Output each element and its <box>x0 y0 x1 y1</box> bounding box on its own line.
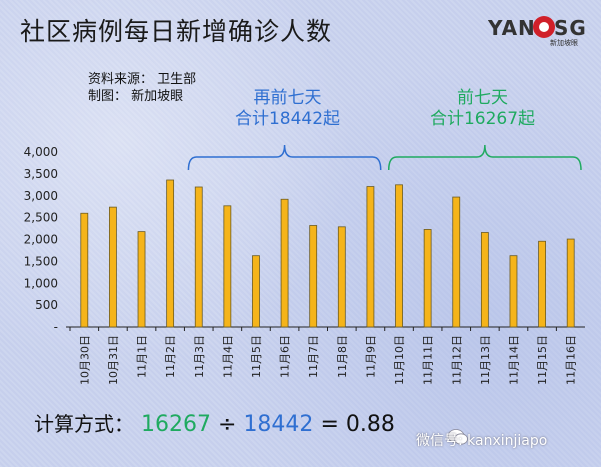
formula-numerator: 16267 <box>141 412 211 437</box>
group-label-last-week: 前七天 合计16267起 <box>405 88 560 130</box>
x-tick-label: 11月3日 <box>193 335 206 378</box>
y-tick-label: 1,500 <box>24 254 58 268</box>
x-tick-label: 10月31日 <box>107 335 120 385</box>
y-tick-label: 3,500 <box>24 167 58 181</box>
x-tick-label: 11月13日 <box>479 335 492 385</box>
bar <box>423 229 432 328</box>
logo-text-left: YAN <box>488 16 536 40</box>
y-tick-label: 500 <box>35 298 58 312</box>
brace-earlier-week <box>187 144 382 171</box>
bar <box>509 255 518 328</box>
y-tick-label: 4,000 <box>24 145 58 159</box>
x-tick-label: 11月5日 <box>250 335 263 378</box>
formula-divide: ÷ <box>218 412 237 437</box>
group-label-earlier-total: 合计18442起 <box>234 109 341 129</box>
group-label-last-total: 合计16267起 <box>429 109 536 129</box>
formula: 计算方式： 16267 ÷ 18442 = 0.88 <box>34 408 395 437</box>
bar <box>538 240 546 328</box>
x-tick-label: 11月15日 <box>536 335 549 385</box>
bar <box>223 205 232 328</box>
x-tick-label: 11月16日 <box>565 335 578 385</box>
x-tick-label: 11月14日 <box>507 335 520 385</box>
bar <box>280 198 289 328</box>
formula-label: 计算方式： <box>34 412 134 436</box>
x-tick-label: 11月1日 <box>136 335 149 378</box>
wechat-id: 微信号: kanxinjiapo <box>416 433 548 449</box>
bar <box>395 184 403 328</box>
bar <box>109 206 117 328</box>
x-tick-label: 11月2日 <box>164 335 177 378</box>
bar <box>366 186 375 328</box>
chart-title: 社区病例每日新增确诊人数 <box>20 17 333 46</box>
bar <box>137 231 146 328</box>
bar <box>452 196 461 328</box>
formula-denominator: 18442 <box>243 412 314 437</box>
bar <box>80 212 89 328</box>
x-tick-label: 11月6日 <box>279 335 292 378</box>
brace-last-week <box>387 144 582 171</box>
formula-result: = 0.88 <box>320 412 395 437</box>
y-tick-label: 2,000 <box>24 233 58 247</box>
bar <box>566 238 575 328</box>
bar <box>252 255 260 328</box>
group-label-last-title: 前七天 <box>457 88 508 108</box>
data-source: 资料来源： 卫生部 <box>88 72 197 87</box>
x-tick-label: 11月4日 <box>221 335 234 378</box>
x-tick-label: 11月11日 <box>422 335 435 385</box>
y-tick-label: 3,000 <box>24 189 58 203</box>
bar <box>480 232 489 328</box>
bar <box>309 225 318 328</box>
bar <box>166 179 175 328</box>
y-tick-label: 2,500 <box>24 211 58 225</box>
bar <box>194 186 203 328</box>
bar <box>337 226 346 328</box>
logo-subtitle: 新加坡眼 <box>550 39 578 47</box>
group-label-earlier-week: 再前七天 合计18442起 <box>210 88 365 130</box>
group-label-earlier-title: 再前七天 <box>253 88 322 108</box>
y-tick-label: - <box>54 320 58 334</box>
x-tick-label: 11月8日 <box>336 335 349 378</box>
x-tick-label: 11月7日 <box>307 335 320 378</box>
y-tick-label: 1,000 <box>24 276 58 290</box>
made-by: 制图： 新加坡眼 <box>88 89 184 104</box>
wechat-icon <box>447 429 468 445</box>
x-tick-label: 10月30日 <box>78 335 91 385</box>
yansg-logo: YAN SG 新加坡眼 <box>488 12 596 47</box>
logo-q-icon <box>533 16 555 38</box>
x-tick-label: 11月10日 <box>393 335 406 385</box>
x-tick-label: 11月9日 <box>364 335 377 378</box>
logo-text-right: SG <box>554 16 587 40</box>
x-tick-label: 11月12日 <box>450 335 463 385</box>
